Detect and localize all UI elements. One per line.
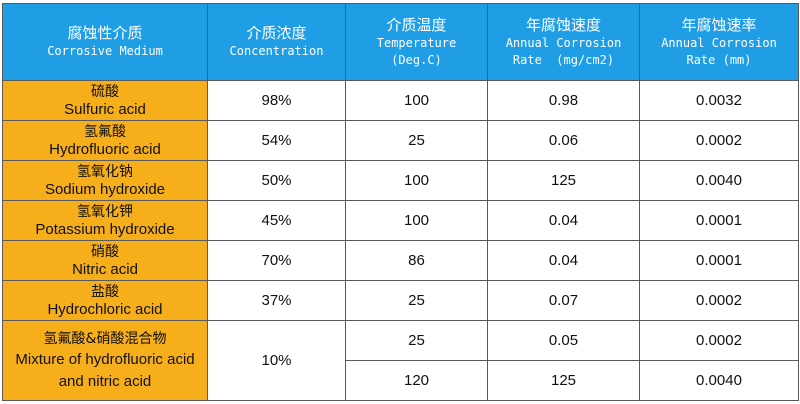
speed-cell: 0.05: [487, 320, 640, 361]
header-zh-label: 腐蚀性介质: [67, 24, 143, 42]
medium-zh: 硝酸: [91, 243, 119, 260]
header-zh-label: 介质温度: [386, 15, 447, 34]
medium-cell-mixture: 氢氟酸&硝酸混合物 Mixture of hydrofluoric acid a…: [2, 320, 208, 401]
temperature-cell: 100: [345, 80, 488, 121]
table-row: 氢氧化钠 Sodium hydroxide 50% 100 125 0.0040: [2, 160, 799, 201]
rate-cell: 0.0002: [639, 280, 799, 321]
medium-en: Potassium hydroxide: [35, 220, 175, 238]
header-en-label: Annual Corrosion: [505, 35, 622, 50]
header-zh-label: 年腐蚀速度: [525, 15, 601, 34]
speed-cell: 0.06: [487, 120, 640, 161]
header-en-label: Corrosive Medium: [47, 44, 163, 58]
medium-zh: 氢氟酸&硝酸混合物: [43, 330, 167, 347]
concentration-cell: 50%: [207, 160, 346, 201]
speed-cell: 0.98: [487, 80, 640, 121]
table-row: 氢氟酸 Hydrofluoric acid 54% 25 0.06 0.0002: [2, 120, 799, 161]
temperature-cell: 100: [345, 160, 488, 201]
table-header: 腐蚀性介质 Corrosive Medium 介质浓度 Concentratio…: [2, 3, 799, 81]
corrosion-table: 腐蚀性介质 Corrosive Medium 介质浓度 Concentratio…: [2, 3, 799, 401]
rate-cell: 0.0001: [639, 200, 799, 241]
medium-en: Hydrochloric acid: [47, 300, 163, 318]
header-annual-corrosion-rate: 年腐蚀速率 Annual Corrosion Rate (mm): [639, 3, 799, 81]
header-zh-label: 年腐蚀速率: [681, 15, 757, 34]
header-en-label: Rate (mm): [686, 52, 752, 67]
temperature-cell: 25: [345, 280, 488, 321]
concentration-cell: 70%: [207, 240, 346, 281]
table-row: 硝酸 Nitric acid 70% 86 0.04 0.0001: [2, 240, 799, 281]
medium-zh: 氢氧化钾: [77, 203, 133, 220]
medium-cell: 氢氧化钾 Potassium hydroxide: [2, 200, 208, 241]
medium-cell: 盐酸 Hydrochloric acid: [2, 280, 208, 321]
speed-cell: 0.04: [487, 200, 640, 241]
medium-en: Hydrofluoric acid: [49, 140, 161, 158]
speed-cell: 0.07: [487, 280, 640, 321]
rate-cell: 0.0001: [639, 240, 799, 281]
header-zh-label: 介质浓度: [246, 24, 307, 42]
header-row: 腐蚀性介质 Corrosive Medium 介质浓度 Concentratio…: [2, 3, 799, 81]
header-en-label: Concentration: [229, 44, 324, 58]
speed-cell: 125: [487, 160, 640, 201]
concentration-cell: 10%: [207, 320, 346, 401]
table-row: 硫酸 Sulfuric acid 98% 100 0.98 0.0032: [2, 80, 799, 121]
concentration-cell: 98%: [207, 80, 346, 121]
medium-cell: 氢氟酸 Hydrofluoric acid: [2, 120, 208, 161]
header-concentration: 介质浓度 Concentration: [207, 3, 346, 81]
medium-en: Sodium hydroxide: [44, 180, 166, 198]
speed-cell: 0.04: [487, 240, 640, 281]
header-annual-corrosion-speed: 年腐蚀速度 Annual Corrosion Rate (mg/cm2): [487, 3, 640, 81]
temperature-cell: 25: [345, 120, 488, 161]
rate-cell: 0.0040: [639, 160, 799, 201]
table-row: 盐酸 Hydrochloric acid 37% 25 0.07 0.0002: [2, 280, 799, 321]
temperature-cell: 25: [345, 320, 488, 361]
header-temperature: 介质温度 Temperature (Deg.C): [345, 3, 488, 81]
medium-cell: 氢氧化钠 Sodium hydroxide: [2, 160, 208, 201]
medium-cell: 硝酸 Nitric acid: [2, 240, 208, 281]
medium-zh: 盐酸: [91, 283, 119, 300]
medium-en: Mixture of hydrofluoric acid: [15, 350, 195, 368]
header-en-label: Temperature: [376, 35, 457, 50]
medium-en: Nitric acid: [72, 260, 138, 278]
table-row-mixture: 氢氟酸&硝酸混合物 Mixture of hydrofluoric acid a…: [2, 320, 799, 401]
speed-cell: 125: [487, 360, 640, 401]
medium-en: Sulfuric acid: [64, 100, 146, 118]
header-en-label: (Deg.C): [391, 52, 442, 67]
concentration-cell: 45%: [207, 200, 346, 241]
rate-cell: 0.0002: [639, 120, 799, 161]
table-body: 硫酸 Sulfuric acid 98% 100 0.98 0.0032 氢氟酸…: [2, 80, 799, 401]
temperature-cell: 120: [345, 360, 488, 401]
header-corrosive-medium: 腐蚀性介质 Corrosive Medium: [2, 3, 208, 81]
medium-zh: 硫酸: [91, 83, 119, 100]
header-en-label: Annual Corrosion: [661, 35, 777, 50]
table-row: 氢氧化钾 Potassium hydroxide 45% 100 0.04 0.…: [2, 200, 799, 241]
temperature-cell: 86: [345, 240, 488, 281]
medium-zh: 氢氧化钠: [77, 163, 133, 180]
concentration-cell: 37%: [207, 280, 346, 321]
header-en-label: Rate (mg/cm2): [512, 52, 615, 67]
concentration-cell: 54%: [207, 120, 346, 161]
medium-cell: 硫酸 Sulfuric acid: [2, 80, 208, 121]
rate-cell: 0.0002: [639, 320, 799, 361]
table-row-mixture-sub: 120 125 0.0040: [3, 360, 799, 401]
temperature-cell: 100: [345, 200, 488, 241]
medium-en: and nitric acid: [58, 372, 152, 390]
rate-cell: 0.0032: [639, 80, 799, 121]
rate-cell: 0.0040: [639, 360, 799, 401]
medium-zh: 氢氟酸: [84, 123, 126, 140]
